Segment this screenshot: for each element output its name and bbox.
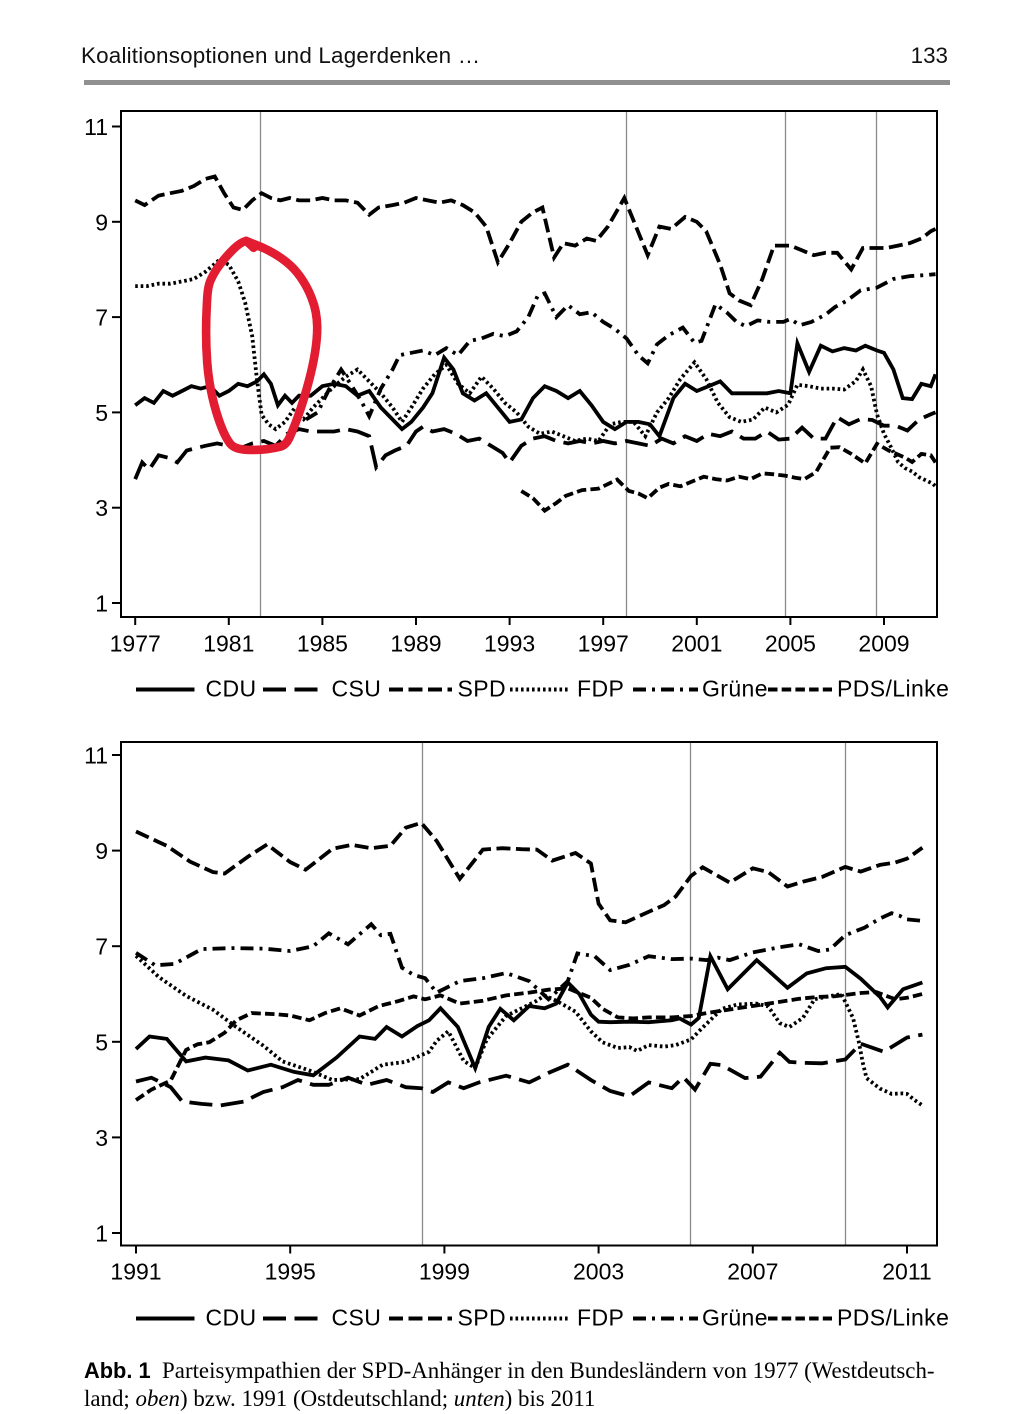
svg-text:FDP: FDP [577,675,624,701]
svg-text:1999: 1999 [419,1259,470,1285]
svg-text:CDU: CDU [206,1304,257,1330]
svg-text:1981: 1981 [203,631,254,657]
svg-text:9: 9 [95,209,108,235]
svg-text:SPD: SPD [458,675,507,701]
svg-text:FDP: FDP [577,1304,624,1330]
svg-text:1977: 1977 [110,631,161,657]
svg-text:2011: 2011 [882,1259,931,1285]
svg-text:SPD: SPD [458,1304,507,1330]
svg-text:2009: 2009 [858,631,909,657]
svg-text:Grüne: Grüne [702,675,768,701]
svg-text:1991: 1991 [110,1259,161,1285]
svg-text:5: 5 [95,1029,108,1055]
svg-text:CSU: CSU [332,1304,382,1330]
svg-text:2007: 2007 [727,1259,778,1285]
svg-text:11: 11 [84,743,108,769]
svg-text:Grüne: Grüne [702,1304,768,1330]
svg-text:5: 5 [95,400,108,426]
svg-text:PDS/Linke: PDS/Linke [837,1304,949,1330]
svg-text:3: 3 [95,495,108,521]
svg-text:CDU: CDU [206,675,257,701]
svg-text:7: 7 [95,934,108,960]
svg-text:2001: 2001 [671,631,722,657]
svg-text:1993: 1993 [484,631,535,657]
svg-text:7: 7 [95,305,108,331]
svg-text:1997: 1997 [578,631,629,657]
svg-text:2003: 2003 [573,1259,624,1285]
svg-text:1: 1 [95,591,108,617]
svg-text:9: 9 [95,838,108,864]
svg-text:1995: 1995 [265,1259,316,1285]
svg-text:2005: 2005 [765,631,816,657]
svg-text:1: 1 [95,1221,108,1247]
svg-text:1989: 1989 [390,631,441,657]
svg-text:11: 11 [84,114,108,140]
svg-text:PDS/Linke: PDS/Linke [837,675,949,701]
svg-text:3: 3 [95,1125,108,1151]
svg-text:1985: 1985 [297,631,348,657]
svg-text:CSU: CSU [332,675,382,701]
